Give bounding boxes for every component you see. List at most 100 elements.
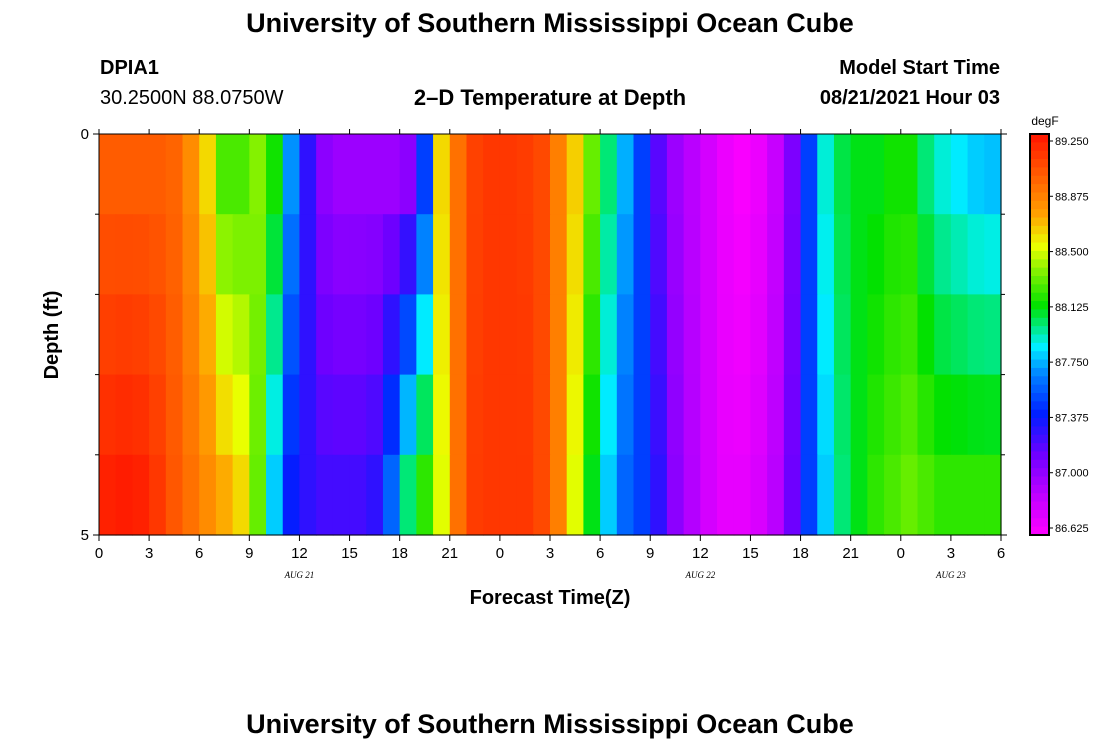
heatmap-cell	[349, 294, 367, 376]
colorbar-swatch	[1030, 317, 1049, 327]
heatmap-cell	[199, 294, 217, 376]
heatmap-cell	[984, 374, 1002, 456]
heatmap-cell	[449, 214, 468, 295]
heatmap-cell	[199, 454, 217, 536]
heatmap-cell	[833, 134, 852, 215]
heatmap-cell	[917, 214, 935, 295]
heatmap-cell	[600, 374, 618, 456]
heatmap-cell	[449, 454, 468, 536]
heatmap-cell	[817, 294, 835, 376]
x-date-label: AUG 23	[935, 570, 966, 580]
heatmap-cell	[215, 214, 234, 295]
heatmap-cell	[934, 454, 952, 536]
heatmap-cell	[332, 294, 351, 376]
heatmap-cell	[499, 454, 518, 536]
x-tick-label: 15	[742, 545, 759, 562]
y-axis: 05	[81, 126, 1007, 544]
heatmap-cell	[99, 134, 117, 215]
heatmap-cell	[399, 374, 417, 456]
heatmap-cell	[950, 134, 969, 215]
heatmap-cell	[266, 374, 284, 456]
colorbar-swatch	[1030, 217, 1049, 227]
heatmap-cell	[115, 454, 133, 536]
colorbar-swatch	[1030, 234, 1049, 244]
heatmap-cell	[232, 454, 250, 536]
heatmap-cell	[616, 374, 635, 456]
heatmap-cell	[165, 134, 184, 215]
heatmap-cell	[182, 134, 200, 215]
heatmap-cell	[282, 214, 301, 295]
heatmap-cell	[316, 214, 334, 295]
heatmap-cell	[516, 374, 534, 456]
colorbar-swatch	[1030, 392, 1049, 402]
heatmap-cell	[132, 214, 150, 295]
heatmap-cell	[717, 214, 735, 295]
heatmap-cell	[616, 134, 635, 215]
colorbar-swatch	[1030, 209, 1049, 219]
heatmap-cell	[282, 374, 301, 456]
colorbar-swatch	[1030, 493, 1049, 503]
heatmap-cell	[416, 134, 434, 215]
heatmap-cell	[683, 374, 701, 456]
colorbar-swatch	[1030, 184, 1049, 194]
colorbar-swatch	[1030, 167, 1049, 177]
heatmap-cell	[683, 454, 701, 536]
heatmap-cell	[583, 374, 601, 456]
heatmap-cell	[884, 134, 902, 215]
x-tick-label: 3	[546, 545, 554, 562]
heatmap-cell	[165, 374, 184, 456]
x-tick-label: 9	[245, 545, 253, 562]
heatmap-cell	[149, 454, 167, 536]
heatmap-cell	[717, 374, 735, 456]
heatmap-cell	[683, 294, 701, 376]
heatmap-cell	[483, 374, 501, 456]
x-date-label: AUG 21	[284, 570, 315, 580]
heatmap-cell	[900, 454, 919, 536]
heatmap-cell	[433, 134, 451, 215]
heatmap-cell	[516, 134, 534, 215]
heatmap-cell	[934, 294, 952, 376]
heatmap-cell	[733, 454, 752, 536]
heatmap-cell	[266, 134, 284, 215]
heatmap-cell	[416, 294, 434, 376]
heatmap-cell	[884, 294, 902, 376]
heatmap-cell	[115, 374, 133, 456]
heatmap-cell	[566, 214, 584, 295]
colorbar-tick-label: 88.125	[1055, 302, 1089, 314]
heatmap-cell	[349, 374, 367, 456]
heatmap-cell	[165, 214, 184, 295]
heatmap-cell	[850, 134, 868, 215]
heatmap-cell	[967, 374, 985, 456]
heatmap-cell	[817, 374, 835, 456]
colorbar-swatch	[1030, 468, 1049, 478]
heatmap-cell	[382, 294, 401, 376]
heatmap-cell	[149, 374, 167, 456]
heatmap-cell	[299, 134, 317, 215]
colorbar-swatch	[1030, 459, 1049, 469]
heatmap-cell	[583, 454, 601, 536]
heatmap-cell	[483, 294, 501, 376]
x-tick-label: 15	[341, 545, 358, 562]
heatmap-cell	[550, 454, 568, 536]
heatmap-cell	[449, 374, 468, 456]
heatmap-cell	[633, 294, 651, 376]
y-tick-label: 0	[81, 126, 89, 143]
heatmap-cell	[249, 374, 267, 456]
heatmap-cell	[683, 214, 701, 295]
heatmap-cell	[783, 454, 802, 536]
heatmap-cell	[550, 134, 568, 215]
heatmap-cell	[366, 454, 384, 536]
heatmap-cell	[583, 294, 601, 376]
heatmap-cell	[299, 374, 317, 456]
x-tick-label: 3	[145, 545, 153, 562]
heatmap-cell	[650, 134, 668, 215]
heatmap-cell	[132, 294, 150, 376]
heatmap-cell	[149, 294, 167, 376]
heatmap-cell	[533, 294, 551, 376]
heatmap-cell	[516, 454, 534, 536]
heatmap-cell	[182, 294, 200, 376]
heatmap-cell	[366, 134, 384, 215]
heatmap-cell	[249, 134, 267, 215]
heatmap-cell	[433, 294, 451, 376]
colorbar-swatch	[1030, 284, 1049, 294]
